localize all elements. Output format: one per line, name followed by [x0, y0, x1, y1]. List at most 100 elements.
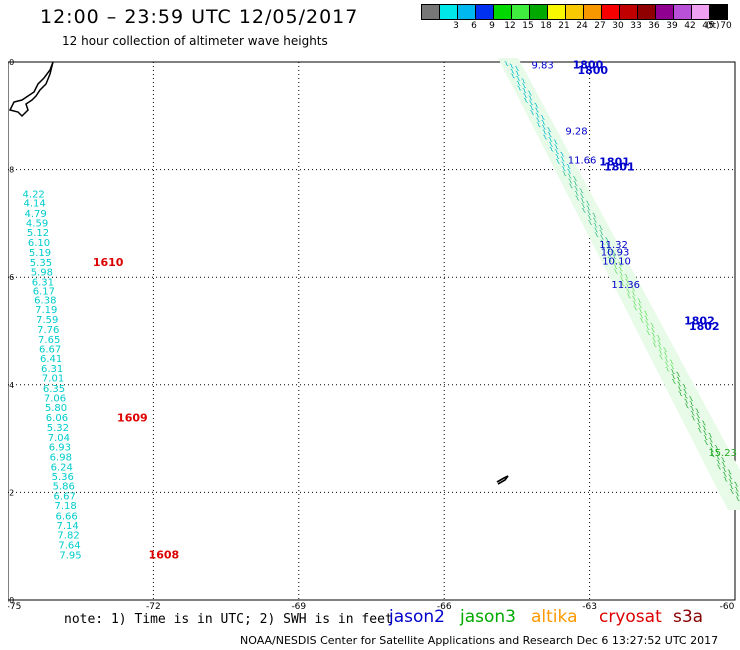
- swh-label: 6.66: [55, 511, 77, 522]
- map-frame: [8, 61, 736, 601]
- coastline: [8, 61, 54, 118]
- swath-reading-mark: ~: [658, 344, 670, 356]
- time-label: 1802: [684, 315, 715, 328]
- swath-reading-mark: ~: [600, 234, 612, 246]
- swath-reading-mark: ~: [729, 479, 740, 491]
- satellite-name: jason3: [460, 607, 516, 627]
- swath-reading-mark: ~: [557, 168, 569, 180]
- swath-reading-mark: ~: [665, 361, 677, 373]
- swath-reading-mark: ~: [699, 437, 711, 449]
- swh-label: 11.32: [599, 240, 628, 251]
- swath-reading-mark: ~: [678, 386, 690, 398]
- legend-bin-label: 39: [666, 21, 678, 31]
- swath-reading-mark: ~: [705, 440, 717, 452]
- swath-reading-mark: ~: [516, 75, 528, 87]
- swh-label: 6.06: [46, 413, 68, 424]
- swath-reading-mark: ~: [530, 105, 542, 117]
- swath-reading-mark: ~: [505, 61, 517, 73]
- legend-labels: 3 6 9 12 15 18 21 24 27 30 33 36 39 42 45 70: [421, 21, 740, 33]
- swh-label: 4.14: [24, 199, 46, 210]
- swath-reading-mark: ~: [671, 369, 683, 381]
- swath-reading-mark: ~: [724, 476, 736, 488]
- swath-reading-mark: ~: [711, 452, 723, 464]
- swh-label: 6.24: [51, 462, 73, 473]
- swath-reading-mark: ~: [576, 195, 588, 207]
- swath-reading-mark: ~: [660, 359, 672, 371]
- swath-reading-mark: ~: [569, 183, 581, 195]
- lat-tick-label: 30: [8, 596, 14, 605]
- swath-reading-mark: ~: [506, 71, 518, 83]
- swath-reading-mark: ~: [556, 154, 568, 166]
- swath-reading-mark: ~: [639, 308, 651, 320]
- swath-reading-mark: ~: [512, 78, 524, 90]
- satellite-name: s3a: [673, 607, 704, 627]
- swath-reading-mark: ~: [699, 432, 711, 444]
- swath-reading-mark: ~: [564, 181, 576, 193]
- swath-reading-mark: ~: [704, 435, 716, 447]
- swath-reading-mark: ~: [667, 376, 679, 388]
- swh-label: 5.12: [27, 228, 49, 239]
- swath-reading-mark: ~: [641, 327, 653, 339]
- swath-reading-mark: ~: [680, 401, 692, 413]
- swath-reading-mark: ~: [596, 237, 608, 249]
- swh-label: 5.36: [52, 472, 74, 483]
- swath-reading-mark: ~: [717, 464, 729, 476]
- swath-reading-mark: ~: [531, 115, 543, 127]
- swath-reading-mark: ~: [627, 293, 639, 305]
- swh-label: 6.35: [43, 384, 65, 395]
- swath-reading-mark: ~: [679, 396, 691, 408]
- swath-reading-mark: ~: [621, 281, 633, 293]
- swh-label: 7.65: [38, 335, 60, 346]
- swath-reading-mark: ~: [673, 383, 685, 395]
- swath-reading-mark: ~: [596, 242, 608, 254]
- legend-bin-label: 21: [558, 21, 570, 31]
- swh-label: 6.98: [50, 453, 72, 464]
- swath-reading-mark: ~: [634, 310, 646, 322]
- swath-reading-mark: ~: [575, 190, 587, 202]
- swath-reading-mark: ~: [587, 210, 599, 222]
- swh-label: 6.41: [40, 354, 62, 365]
- swh-label: 7.18: [55, 501, 77, 512]
- swath-reading-mark: ~: [570, 188, 582, 200]
- swath-reading-mark: ~: [685, 398, 697, 410]
- swath-reading-mark: ~: [563, 171, 575, 183]
- swath-reading-mark: ~: [615, 273, 627, 285]
- swath-reading-mark: ~: [556, 159, 568, 171]
- swh-label: 4.79: [24, 209, 46, 220]
- time-label: 1608: [149, 549, 180, 562]
- swath-reading-mark: ~: [621, 286, 633, 298]
- swath-reading-mark: ~: [562, 166, 574, 178]
- swath-reading-mark: ~: [563, 176, 575, 188]
- swh-label: 5.19: [29, 248, 51, 259]
- swath-reading-mark: ~: [724, 481, 736, 493]
- swath-reading-mark: ~: [557, 163, 569, 175]
- swh-label: 10.93: [601, 248, 630, 259]
- swath-reading-mark: ~: [536, 112, 548, 124]
- swath-reading-mark: ~: [517, 80, 529, 92]
- swath-reading-mark: ~: [627, 288, 639, 300]
- swath-reading-mark: ~: [595, 232, 607, 244]
- legend-bin-label: 33: [630, 21, 642, 31]
- lon-tick-label: -75: [8, 602, 21, 610]
- swath-reading-mark: ~: [511, 68, 523, 80]
- swh-label: 7.82: [57, 531, 79, 542]
- swath-reading-mark: ~: [601, 239, 613, 251]
- time-label: 1609: [117, 411, 148, 424]
- footer-credit: NOAA/NESDIS Center for Satellite Applica…: [240, 634, 719, 647]
- swath-reading-mark: ~: [525, 102, 537, 114]
- swath-reading-mark: ~: [730, 484, 740, 496]
- swath-reading-mark: ~: [609, 266, 621, 278]
- swath-reading-mark: ~: [705, 445, 717, 457]
- time-label: 1801: [599, 155, 630, 168]
- swath-reading-mark: ~: [712, 462, 724, 474]
- swath-reading-mark: ~: [698, 427, 710, 439]
- swath-reading-mark: ~: [590, 229, 602, 241]
- swath-reading-mark: ~: [678, 381, 690, 393]
- swath-reading-mark: ~: [607, 247, 619, 259]
- legend-bin-label: 12: [504, 21, 516, 31]
- swath-reading-mark: ~: [665, 357, 677, 369]
- legend-bin-label: 42: [684, 21, 696, 31]
- swath-reading-mark: ~: [697, 418, 709, 430]
- altimeter-map: -75-72-69-66-63-60403836343230~~~~~~~~~~…: [8, 58, 740, 610]
- swh-label: 7.76: [37, 325, 59, 336]
